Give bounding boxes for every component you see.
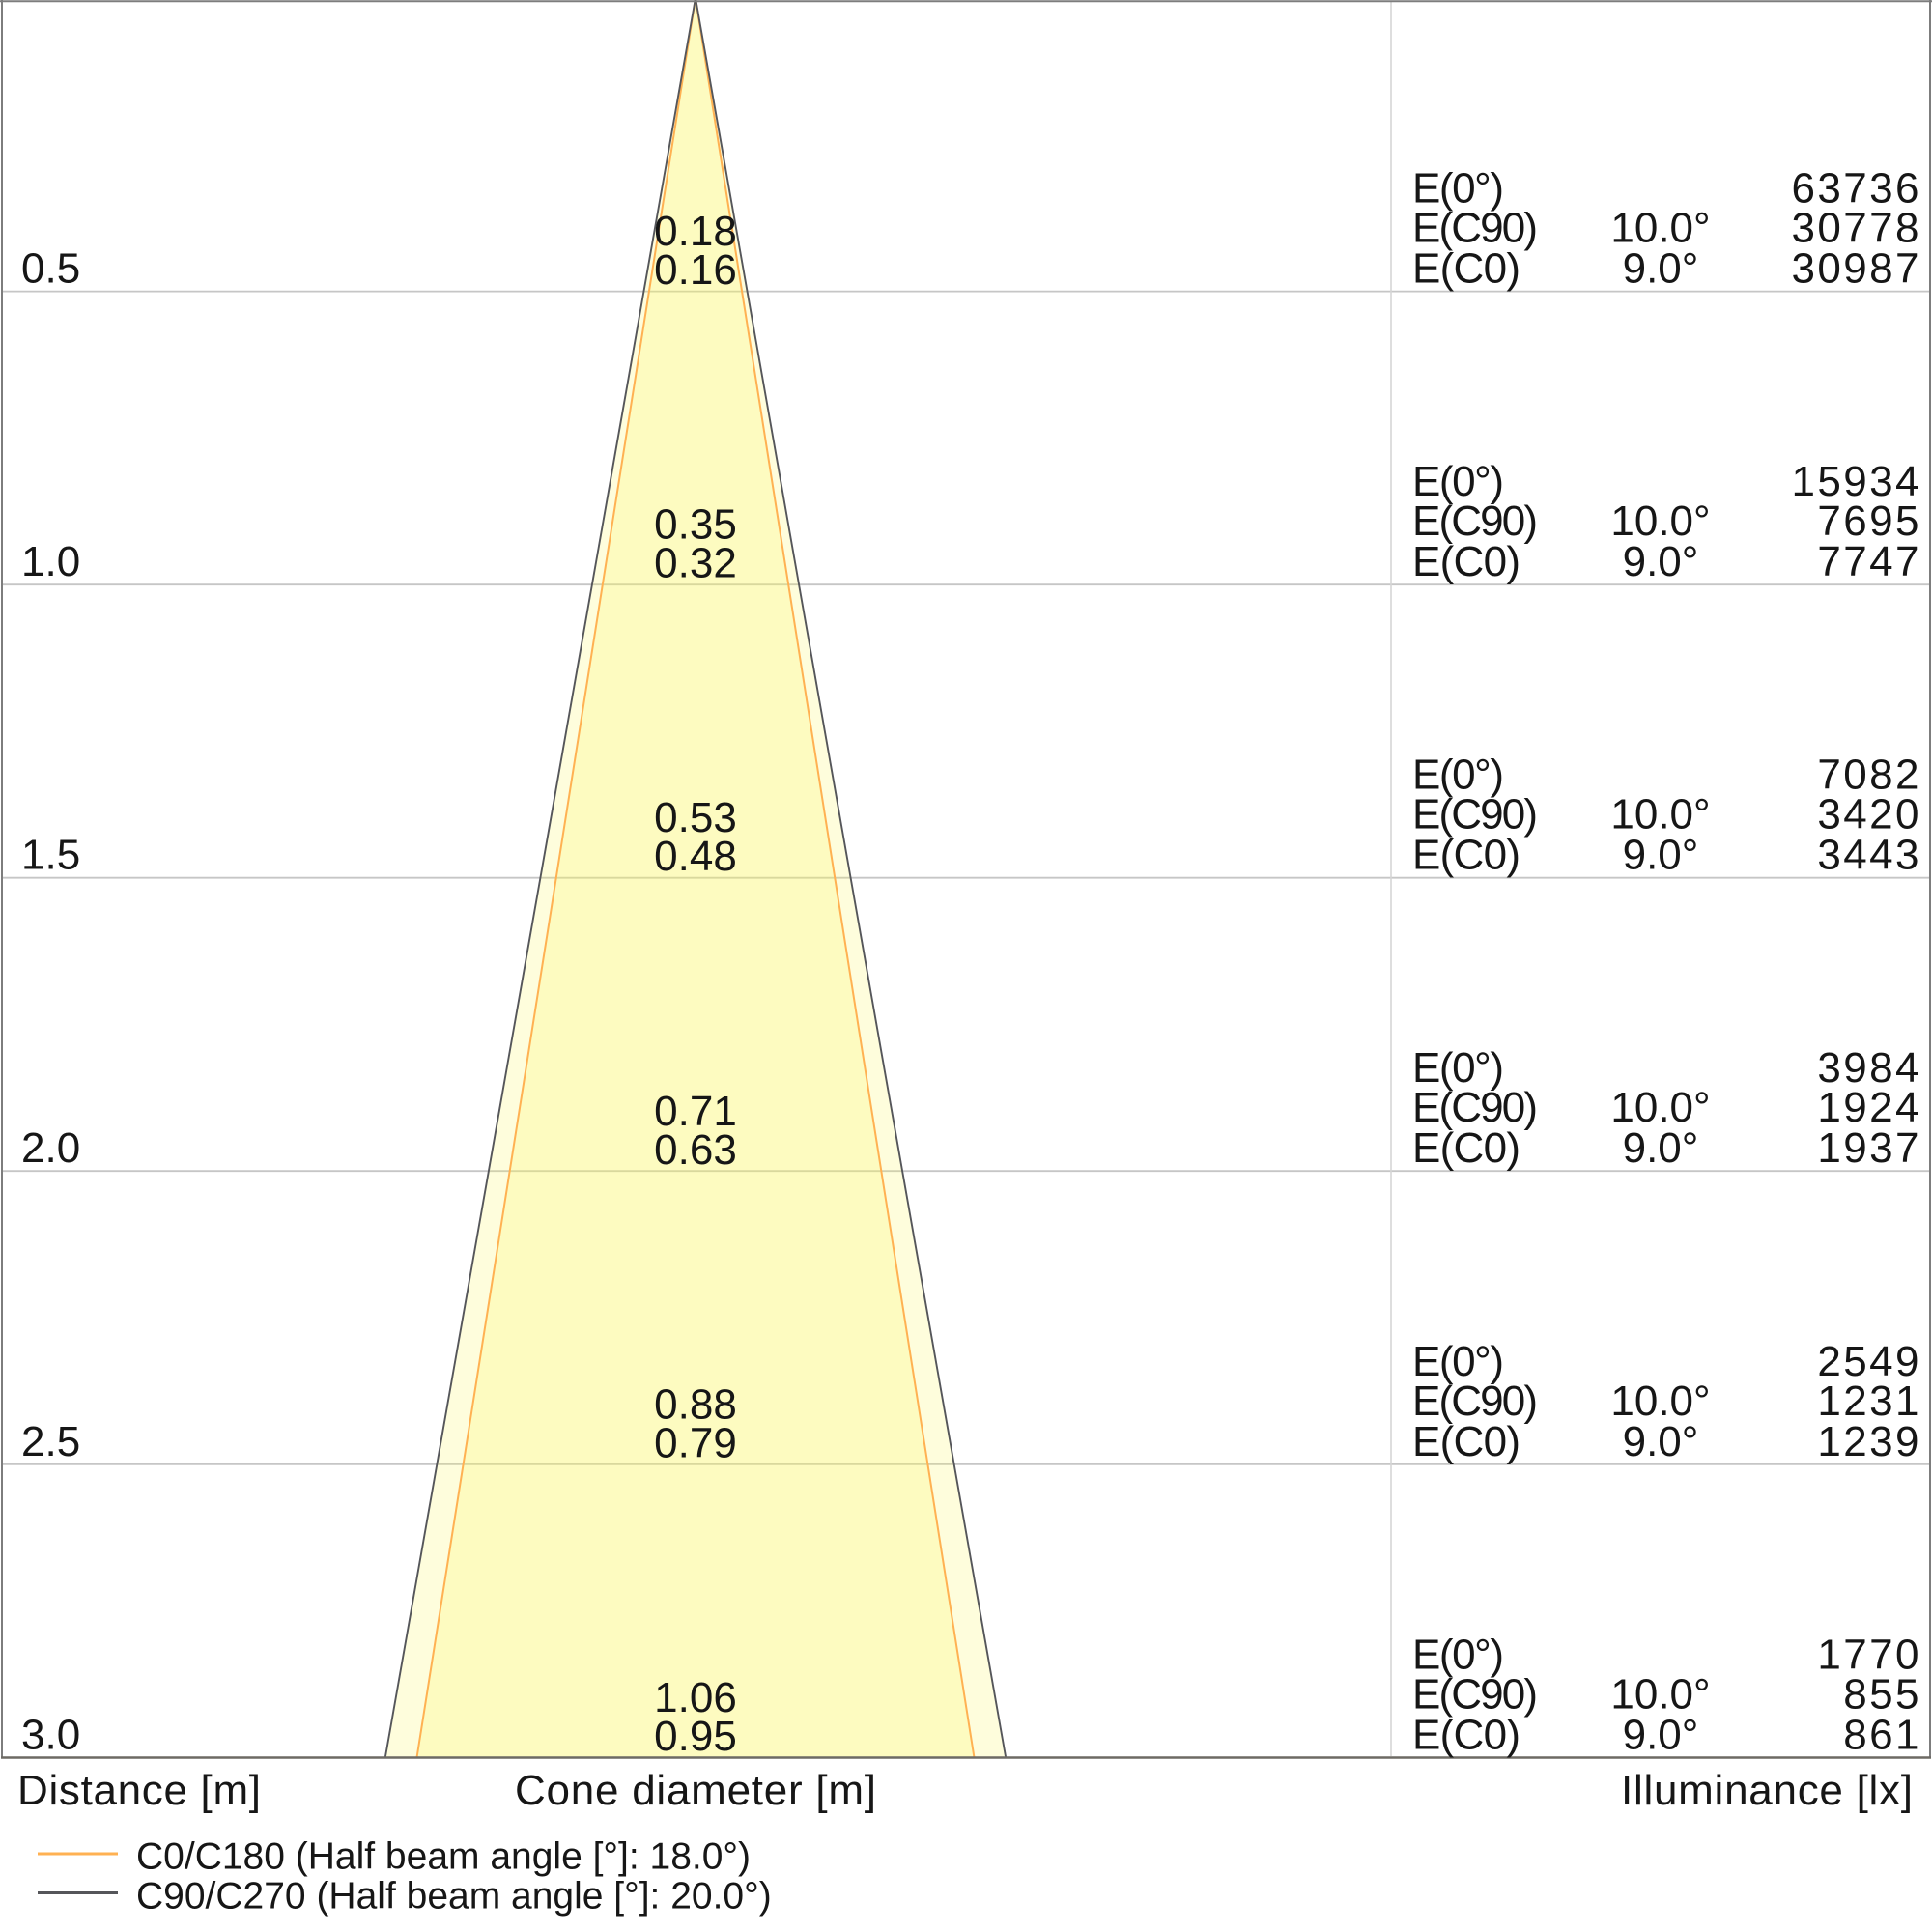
svg-text:9.0°: 9.0° — [1623, 1711, 1699, 1758]
svg-text:0.5: 0.5 — [21, 245, 80, 293]
svg-text:1937: 1937 — [1817, 1124, 1920, 1172]
svg-text:10.0°: 10.0° — [1610, 1378, 1710, 1425]
svg-text:7747: 7747 — [1817, 538, 1920, 585]
svg-text:1.0: 1.0 — [21, 538, 80, 585]
svg-text:E(0°): E(0°) — [1412, 458, 1504, 505]
svg-text:0.35: 0.35 — [654, 501, 737, 549]
svg-text:10.0°: 10.0° — [1610, 1670, 1710, 1718]
svg-text:855: 855 — [1843, 1670, 1921, 1718]
svg-text:9.0°: 9.0° — [1623, 1418, 1699, 1465]
svg-text:E(C0): E(C0) — [1412, 1711, 1520, 1758]
svg-text:Distance [m]: Distance [m] — [17, 1767, 261, 1814]
svg-text:15934: 15934 — [1792, 458, 1921, 505]
svg-text:0.18: 0.18 — [654, 208, 737, 255]
svg-text:E(0°): E(0°) — [1412, 752, 1504, 799]
svg-text:E(C90): E(C90) — [1412, 1670, 1538, 1718]
svg-text:E(C90): E(C90) — [1412, 1084, 1538, 1131]
svg-text:10.0°: 10.0° — [1610, 497, 1710, 545]
svg-text:0.88: 0.88 — [654, 1380, 737, 1428]
svg-text:2.0: 2.0 — [21, 1124, 80, 1172]
svg-text:C0/C180 (Half beam angle [°]:: C0/C180 (Half beam angle [°]: 18.0°) — [136, 1836, 751, 1878]
svg-text:3420: 3420 — [1817, 791, 1920, 838]
svg-text:1.5: 1.5 — [21, 832, 80, 879]
svg-text:63736: 63736 — [1792, 165, 1921, 213]
svg-text:E(C0): E(C0) — [1412, 1418, 1520, 1465]
svg-text:0.79: 0.79 — [654, 1419, 737, 1466]
svg-text:0.63: 0.63 — [654, 1126, 737, 1174]
svg-text:E(0°): E(0°) — [1412, 1631, 1504, 1678]
svg-text:E(0°): E(0°) — [1412, 1338, 1504, 1385]
svg-text:9.0°: 9.0° — [1623, 245, 1699, 293]
svg-text:0.53: 0.53 — [654, 794, 737, 841]
svg-text:9.0°: 9.0° — [1623, 832, 1699, 879]
svg-text:E(C0): E(C0) — [1412, 538, 1520, 585]
svg-text:Cone diameter [m]: Cone diameter [m] — [515, 1767, 876, 1814]
svg-text:30987: 30987 — [1792, 245, 1921, 293]
svg-text:861: 861 — [1843, 1711, 1921, 1758]
svg-text:30778: 30778 — [1792, 205, 1921, 252]
svg-text:E(0°): E(0°) — [1412, 165, 1504, 213]
svg-text:Illuminance [lx]: Illuminance [lx] — [1621, 1767, 1913, 1814]
svg-text:E(0°): E(0°) — [1412, 1044, 1504, 1092]
svg-text:0.48: 0.48 — [654, 833, 737, 880]
svg-text:1924: 1924 — [1817, 1084, 1920, 1131]
svg-text:E(C0): E(C0) — [1412, 832, 1520, 879]
svg-text:0.16: 0.16 — [654, 246, 737, 294]
svg-text:3.0: 3.0 — [21, 1711, 80, 1758]
svg-text:E(C0): E(C0) — [1412, 1124, 1520, 1172]
svg-text:10.0°: 10.0° — [1610, 205, 1710, 252]
svg-text:0.95: 0.95 — [654, 1713, 737, 1760]
svg-text:1.06: 1.06 — [654, 1674, 737, 1721]
svg-text:E(C90): E(C90) — [1412, 791, 1538, 838]
svg-text:2.5: 2.5 — [21, 1418, 80, 1465]
svg-text:0.71: 0.71 — [654, 1088, 737, 1135]
svg-text:E(C90): E(C90) — [1412, 205, 1538, 252]
svg-text:7695: 7695 — [1817, 497, 1920, 545]
svg-text:9.0°: 9.0° — [1623, 538, 1699, 585]
svg-text:1239: 1239 — [1817, 1418, 1920, 1465]
svg-text:9.0°: 9.0° — [1623, 1124, 1699, 1172]
svg-text:E(C90): E(C90) — [1412, 497, 1538, 545]
svg-text:E(C90): E(C90) — [1412, 1378, 1538, 1425]
svg-text:1231: 1231 — [1817, 1378, 1920, 1425]
svg-text:C90/C270 (Half beam angle [°]:: C90/C270 (Half beam angle [°]: 20.0°) — [136, 1876, 772, 1918]
svg-text:2549: 2549 — [1817, 1338, 1920, 1385]
svg-text:7082: 7082 — [1817, 752, 1920, 799]
svg-text:10.0°: 10.0° — [1610, 1084, 1710, 1131]
svg-text:3443: 3443 — [1817, 832, 1920, 879]
svg-text:E(C0): E(C0) — [1412, 245, 1520, 293]
svg-text:1770: 1770 — [1817, 1631, 1920, 1678]
svg-text:3984: 3984 — [1817, 1044, 1920, 1092]
svg-text:0.32: 0.32 — [654, 540, 737, 587]
svg-text:10.0°: 10.0° — [1610, 791, 1710, 838]
